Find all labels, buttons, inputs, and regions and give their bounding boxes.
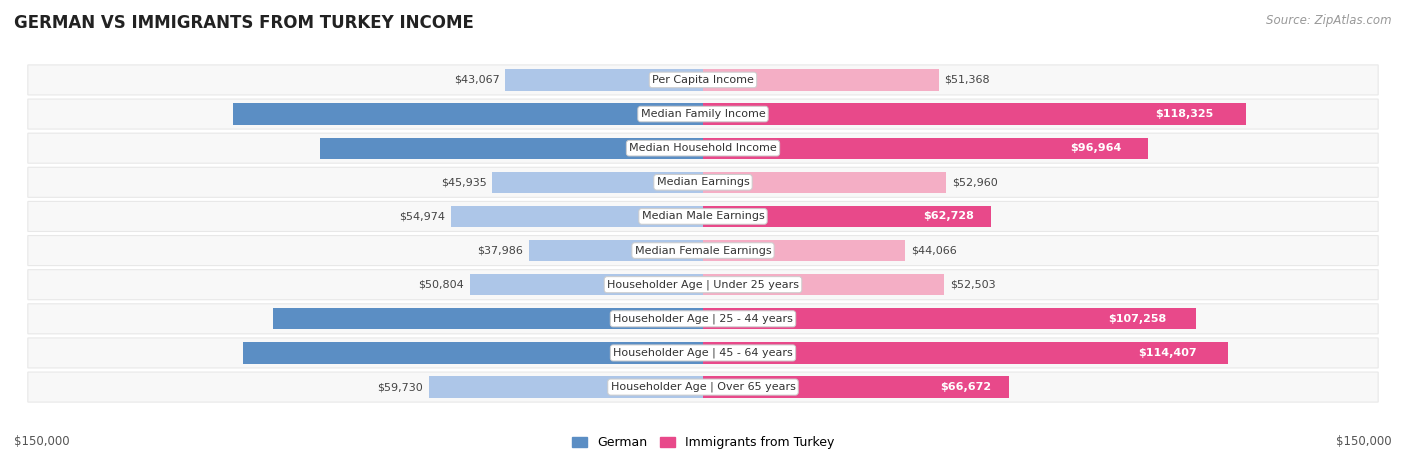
Text: Median Male Earnings: Median Male Earnings xyxy=(641,212,765,221)
Text: $93,531: $93,531 xyxy=(678,314,728,324)
Bar xyxy=(243,342,703,363)
Text: Median Household Income: Median Household Income xyxy=(628,143,778,153)
Bar xyxy=(703,206,991,227)
Text: $54,974: $54,974 xyxy=(399,212,444,221)
Bar xyxy=(273,308,703,329)
Text: $150,000: $150,000 xyxy=(14,435,70,448)
Text: $107,258: $107,258 xyxy=(1108,314,1166,324)
Text: Householder Age | 25 - 44 years: Householder Age | 25 - 44 years xyxy=(613,313,793,324)
Bar xyxy=(505,69,703,91)
Text: $102,254: $102,254 xyxy=(675,109,733,119)
FancyBboxPatch shape xyxy=(28,65,1378,95)
Text: $100,224: $100,224 xyxy=(675,348,734,358)
FancyBboxPatch shape xyxy=(28,372,1378,402)
Bar xyxy=(703,342,1229,363)
Text: $66,672: $66,672 xyxy=(939,382,991,392)
Bar xyxy=(703,69,939,91)
FancyBboxPatch shape xyxy=(28,235,1378,266)
Bar xyxy=(703,376,1010,398)
Text: $37,986: $37,986 xyxy=(477,246,523,255)
Text: Householder Age | 45 - 64 years: Householder Age | 45 - 64 years xyxy=(613,348,793,358)
Text: $96,964: $96,964 xyxy=(1070,143,1122,153)
FancyBboxPatch shape xyxy=(28,167,1378,198)
Text: $52,503: $52,503 xyxy=(949,280,995,290)
Bar xyxy=(321,138,703,159)
Bar xyxy=(703,274,945,295)
Text: $52,960: $52,960 xyxy=(952,177,997,187)
FancyBboxPatch shape xyxy=(28,201,1378,232)
Bar xyxy=(703,172,946,193)
Text: $45,935: $45,935 xyxy=(440,177,486,187)
Text: $150,000: $150,000 xyxy=(1336,435,1392,448)
Text: $83,358: $83,358 xyxy=(681,143,730,153)
Text: $59,730: $59,730 xyxy=(377,382,423,392)
Bar xyxy=(703,138,1149,159)
FancyBboxPatch shape xyxy=(28,99,1378,129)
Text: $118,325: $118,325 xyxy=(1156,109,1213,119)
FancyBboxPatch shape xyxy=(28,304,1378,334)
FancyBboxPatch shape xyxy=(28,269,1378,300)
Text: Median Female Earnings: Median Female Earnings xyxy=(634,246,772,255)
Text: Householder Age | Under 25 years: Householder Age | Under 25 years xyxy=(607,279,799,290)
Text: Householder Age | Over 65 years: Householder Age | Over 65 years xyxy=(610,382,796,392)
Bar xyxy=(529,240,703,261)
Bar xyxy=(450,206,703,227)
Bar xyxy=(492,172,703,193)
Text: $43,067: $43,067 xyxy=(454,75,499,85)
Text: GERMAN VS IMMIGRANTS FROM TURKEY INCOME: GERMAN VS IMMIGRANTS FROM TURKEY INCOME xyxy=(14,14,474,32)
Text: Per Capita Income: Per Capita Income xyxy=(652,75,754,85)
Text: $114,407: $114,407 xyxy=(1139,348,1197,358)
FancyBboxPatch shape xyxy=(28,338,1378,368)
Text: Median Earnings: Median Earnings xyxy=(657,177,749,187)
Text: $44,066: $44,066 xyxy=(911,246,956,255)
Text: Source: ZipAtlas.com: Source: ZipAtlas.com xyxy=(1267,14,1392,27)
Bar xyxy=(703,240,905,261)
Text: $50,804: $50,804 xyxy=(419,280,464,290)
Bar xyxy=(703,104,1247,125)
FancyBboxPatch shape xyxy=(28,133,1378,163)
Text: Median Family Income: Median Family Income xyxy=(641,109,765,119)
Bar xyxy=(703,308,1195,329)
Bar xyxy=(233,104,703,125)
Bar xyxy=(429,376,703,398)
Legend: German, Immigrants from Turkey: German, Immigrants from Turkey xyxy=(567,432,839,454)
Text: $51,368: $51,368 xyxy=(945,75,990,85)
Text: $62,728: $62,728 xyxy=(922,212,974,221)
Bar xyxy=(470,274,703,295)
